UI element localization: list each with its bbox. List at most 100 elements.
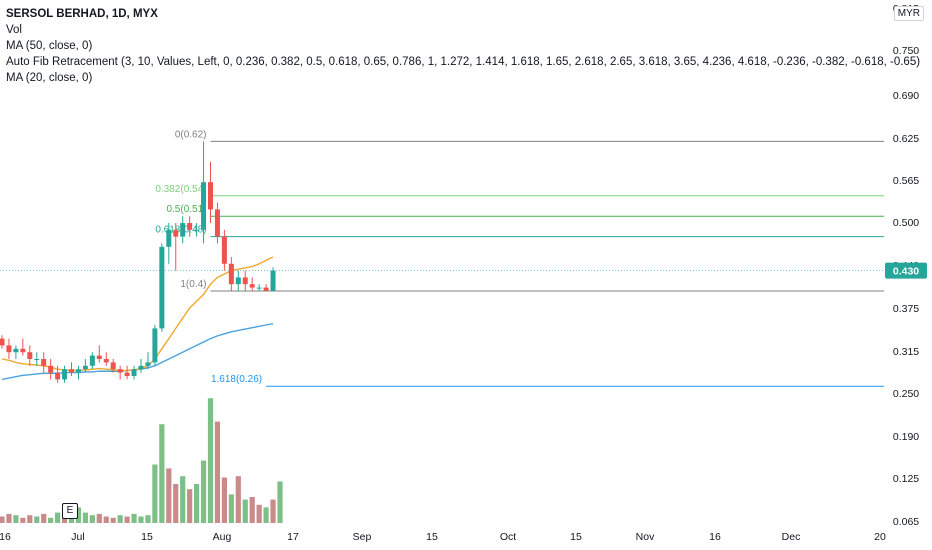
ma50-line <box>1 322 274 381</box>
volume-bar <box>89 515 95 523</box>
y-tick-label: 0.250 <box>893 388 919 400</box>
candle-body <box>69 369 74 373</box>
volume-bar <box>180 476 186 523</box>
candle-body <box>0 338 5 346</box>
volume-bar <box>27 515 33 523</box>
volume-bar <box>249 497 255 523</box>
fib-label-1: 0.382(0.54) <box>155 184 206 195</box>
volume-bar <box>187 489 193 523</box>
volume-bar <box>207 398 214 523</box>
fib-label-5: 1.618(0.26) <box>211 374 262 385</box>
candle-body <box>187 223 193 230</box>
volume-bar <box>214 421 221 523</box>
volume-bar <box>20 517 26 523</box>
fib-label-4: 1(0.4) <box>180 279 206 290</box>
candle-body <box>145 362 151 366</box>
y-tick-label: 0.065 <box>893 516 919 528</box>
candle-body <box>124 372 130 376</box>
x-tick-label: Sep <box>353 531 372 543</box>
earnings-event-badge[interactable]: E <box>62 503 78 519</box>
x-tick-label: 15 <box>570 531 582 543</box>
volume-bar <box>110 517 116 523</box>
candle-body <box>235 277 241 285</box>
volume-bar <box>242 499 248 523</box>
volume-bar <box>96 513 102 523</box>
candle-body <box>180 223 186 237</box>
x-tick-label: Oct <box>500 531 516 543</box>
candle-body <box>82 365 88 370</box>
candle-body <box>249 284 255 288</box>
chart-legend: SERSOL BERHAD, 1D, MYX Vol MA (50, close… <box>6 6 920 86</box>
y-tick-label: 0.190 <box>893 431 919 443</box>
volume-bar <box>277 481 283 523</box>
candle-body <box>166 229 172 247</box>
legend-ma20: MA (20, close, 0) <box>6 72 93 84</box>
y-tick-label: 0.750 <box>893 45 919 57</box>
x-tick-label: 15 <box>426 531 438 543</box>
volume-bar <box>0 516 5 523</box>
candle-body <box>117 369 123 373</box>
x-tick-label: 16 <box>709 531 721 543</box>
candle-body <box>55 372 61 380</box>
volume-bar <box>228 494 234 523</box>
volume-bar <box>200 460 207 523</box>
volume-bar <box>6 513 12 523</box>
candle-body <box>214 209 220 237</box>
volume-bar <box>138 516 144 523</box>
x-tick-label: 20 <box>874 531 886 543</box>
y-tick-label: 0.375 <box>893 303 919 315</box>
volume-bar <box>34 516 40 523</box>
volume-bar <box>117 515 123 523</box>
legend-volume: Vol <box>6 24 22 36</box>
candle-body <box>13 348 19 353</box>
volume-bar <box>41 513 47 523</box>
volume-bar <box>103 516 109 523</box>
symbol-title: SERSOL BERHAD, 1D, MYX <box>6 8 158 20</box>
candle-body <box>89 355 95 366</box>
candle-body <box>138 365 144 370</box>
candle-body <box>221 236 227 264</box>
legend-ma50: MA (50, close, 0) <box>6 40 93 52</box>
volume-bar <box>145 515 151 523</box>
volume-bar <box>55 512 61 523</box>
volume-bar <box>124 516 130 523</box>
ma20-line <box>1 256 274 372</box>
candle-body <box>256 287 262 289</box>
x-tick-label: Jul <box>71 531 84 543</box>
candle-body <box>48 365 54 373</box>
candle-body <box>194 229 200 231</box>
candle-body <box>159 246 165 329</box>
x-tick-label: 16 <box>0 531 11 543</box>
volume-bar <box>194 484 200 523</box>
candle-body <box>131 369 137 376</box>
fib-label-0: 0(0.62) <box>175 129 207 140</box>
volume-bar <box>152 464 158 523</box>
volume-bar <box>235 476 241 523</box>
x-tick-label: Aug <box>213 531 232 543</box>
volume-bar <box>173 484 179 523</box>
x-tick-label: Dec <box>782 531 801 543</box>
candle-body <box>75 369 81 373</box>
volume-bar <box>270 499 276 523</box>
last-price-tag <box>885 262 927 279</box>
y-tick-label: 0.565 <box>893 175 919 187</box>
volume-bar <box>131 513 137 523</box>
volume-bar <box>48 517 54 523</box>
candle-body <box>20 348 26 353</box>
volume-bar <box>221 477 227 523</box>
y-tick-label: 0.125 <box>893 473 919 485</box>
candle-body <box>103 359 109 363</box>
x-tick-label: 15 <box>141 531 153 543</box>
volume-bar <box>159 424 165 523</box>
currency-badge[interactable]: MYR <box>893 6 924 21</box>
candle-body <box>62 369 68 380</box>
fib-label-2: 0.5(0.51) <box>166 204 206 215</box>
candle-body <box>110 362 116 370</box>
volume-bar <box>75 507 82 523</box>
last-price-label: 0.430 <box>893 266 919 278</box>
candle-body <box>34 359 40 360</box>
volume-bar <box>256 504 262 523</box>
y-tick-label: 0.690 <box>893 90 919 102</box>
x-tick-label: Nov <box>636 531 655 543</box>
